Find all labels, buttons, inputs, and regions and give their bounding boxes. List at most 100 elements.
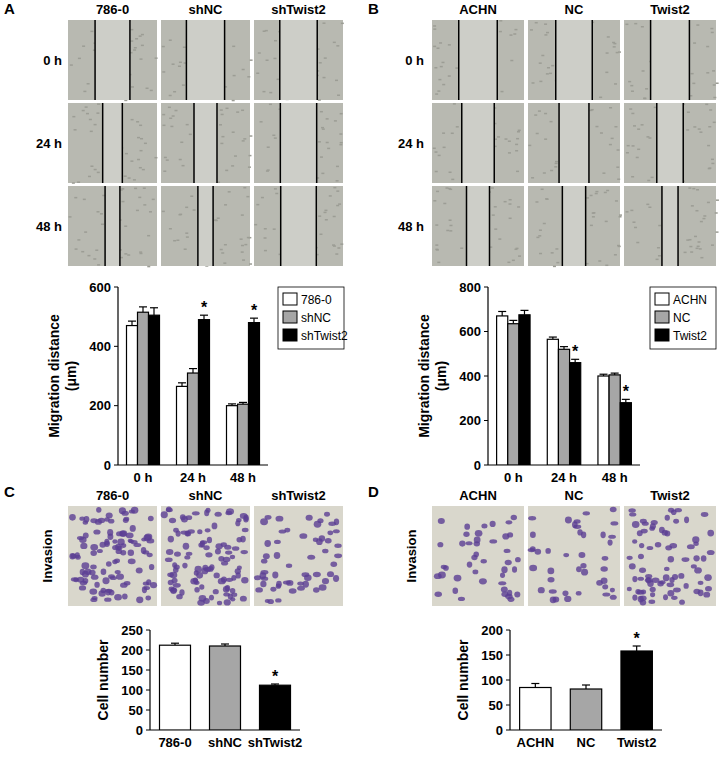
cell xyxy=(701,555,707,561)
micrograph-bg xyxy=(254,186,343,266)
texture xyxy=(185,207,188,209)
texture xyxy=(244,244,247,246)
texture xyxy=(518,130,521,132)
cell xyxy=(641,589,646,594)
texture xyxy=(500,91,503,93)
texture xyxy=(74,197,77,199)
texture xyxy=(498,238,501,240)
cell xyxy=(204,567,211,572)
texture xyxy=(139,253,142,255)
texture xyxy=(434,67,437,69)
texture xyxy=(185,232,188,234)
texture xyxy=(241,251,244,253)
texture xyxy=(179,214,182,216)
error-bar xyxy=(153,308,154,315)
bar xyxy=(127,326,138,465)
micrograph-bg xyxy=(68,20,157,100)
wound-edge xyxy=(216,103,218,183)
texture xyxy=(336,45,339,47)
texture xyxy=(176,239,179,241)
cell xyxy=(302,572,310,577)
texture xyxy=(322,128,325,130)
wound-edge xyxy=(279,20,281,100)
bar xyxy=(497,316,508,465)
image-header: 786-0 xyxy=(96,2,129,17)
image-header: NC xyxy=(565,488,584,503)
y-tick-label: 400 xyxy=(459,369,481,384)
image-header: ACHN xyxy=(459,2,497,17)
texture xyxy=(274,188,277,190)
error-bar xyxy=(502,311,503,315)
texture xyxy=(326,118,329,120)
annotations: * xyxy=(272,668,279,685)
texture xyxy=(96,112,99,114)
texture xyxy=(77,239,80,241)
y-tick-label: 0 xyxy=(474,458,481,473)
texture xyxy=(546,73,549,75)
cell xyxy=(94,582,99,588)
axes: 050100150200Cell numberACHNNCTwist2 xyxy=(455,623,662,751)
texture xyxy=(261,197,264,199)
cell xyxy=(265,515,272,520)
texture xyxy=(445,187,448,189)
cell xyxy=(90,544,98,551)
texture xyxy=(647,180,650,182)
cell xyxy=(180,514,186,520)
cell xyxy=(649,526,655,531)
texture xyxy=(173,240,176,242)
error-cap xyxy=(228,403,236,404)
texture xyxy=(631,176,634,178)
micrograph xyxy=(68,506,157,606)
cell xyxy=(224,545,231,550)
texture xyxy=(241,214,244,216)
texture xyxy=(604,192,607,194)
cell xyxy=(707,550,715,555)
error-cap xyxy=(509,320,517,321)
texture xyxy=(648,206,651,208)
panel-letter: B xyxy=(368,0,379,17)
cell xyxy=(223,586,230,593)
error-cap xyxy=(239,402,247,403)
cell xyxy=(149,564,154,570)
texture xyxy=(435,244,438,246)
cell xyxy=(572,521,578,528)
cell xyxy=(600,531,605,538)
cell xyxy=(475,530,483,537)
texture xyxy=(555,248,558,250)
texture xyxy=(340,113,343,115)
texture xyxy=(448,44,451,46)
texture xyxy=(698,128,701,130)
cell xyxy=(671,509,676,515)
wound-gap xyxy=(95,20,130,100)
cell xyxy=(438,518,445,524)
texture xyxy=(333,187,336,189)
y-tick xyxy=(114,346,118,347)
bar xyxy=(149,315,160,465)
texture xyxy=(551,65,554,67)
texture xyxy=(139,125,142,127)
texture xyxy=(634,227,637,229)
cell xyxy=(637,530,643,536)
texture xyxy=(643,98,646,100)
texture xyxy=(141,34,144,36)
y-tick xyxy=(146,690,150,691)
texture xyxy=(223,262,226,264)
texture xyxy=(633,125,636,127)
cell xyxy=(505,560,512,565)
texture xyxy=(89,119,92,121)
cell xyxy=(98,518,106,523)
y-tick-label: 50 xyxy=(489,698,503,713)
bar xyxy=(177,386,188,465)
cell xyxy=(602,556,609,561)
micrograph-bg xyxy=(68,506,157,606)
cell xyxy=(255,587,263,592)
texture xyxy=(433,148,436,150)
texture xyxy=(691,73,694,75)
cell xyxy=(637,577,644,581)
texture xyxy=(189,134,192,136)
cell xyxy=(275,598,281,602)
texture xyxy=(555,161,558,163)
cell xyxy=(668,556,674,563)
cell xyxy=(173,583,181,588)
cell xyxy=(501,586,508,592)
